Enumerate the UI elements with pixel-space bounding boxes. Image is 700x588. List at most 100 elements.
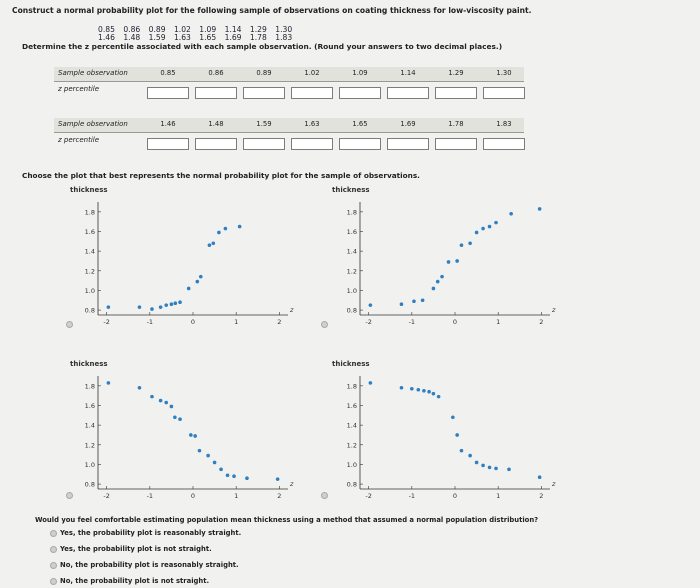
x-tick-label: -1 (147, 492, 153, 500)
data-point (474, 230, 479, 235)
data-point (537, 475, 542, 480)
observation-value: 1.14 (400, 69, 416, 77)
y-tick-label: 1.2 (85, 441, 95, 449)
data-point (106, 381, 111, 385)
x-tick-label: -2 (103, 318, 109, 326)
z-percentile-input[interactable] (243, 87, 285, 99)
x-tick-label: -2 (103, 492, 109, 500)
data-point (481, 226, 485, 231)
y-tick-label: 1.0 (85, 461, 95, 469)
data-point (164, 400, 169, 405)
y-tick-label: 1.2 (347, 441, 357, 449)
y-tick-label: 1.8 (347, 208, 357, 216)
y-tick-label: 0.8 (85, 481, 95, 489)
z-percentile-input[interactable] (435, 87, 477, 99)
follow-up-question: Would you feel comfortable estimating po… (35, 516, 539, 524)
data-point (412, 299, 416, 304)
x-tick-label: 0 (453, 492, 457, 500)
x-tick-label: 1 (234, 492, 238, 500)
option-3-label: No, the probability plot is reasonably s… (60, 561, 239, 569)
data-point (494, 466, 498, 471)
y-tick-label: 1.0 (85, 287, 95, 295)
y-tick-label: 1.2 (347, 267, 357, 275)
x-tick-label: 2 (539, 492, 543, 500)
plot-c-radio[interactable] (66, 492, 73, 499)
plot-b-radio[interactable] (321, 321, 328, 328)
option-3-radio[interactable] (50, 562, 57, 569)
data-point (368, 303, 373, 307)
z-percentile-input[interactable] (291, 138, 333, 150)
x-axis-label: z (551, 306, 556, 314)
x-axis-label: z (551, 480, 556, 488)
data-point (245, 476, 249, 480)
x-tick-label: -1 (409, 318, 415, 326)
z-percentile-input[interactable] (387, 87, 429, 99)
x-tick-label: -1 (409, 492, 415, 500)
table-2-header-row: Sample observation 1.46 1.48 1.59 1.63 1.65 1… (54, 118, 524, 133)
data-point (212, 460, 217, 465)
plot-d-radio[interactable] (321, 492, 328, 499)
data-point (459, 243, 464, 248)
y-tick-label: 1.6 (85, 228, 95, 236)
data-point (219, 467, 223, 472)
data-point (487, 224, 492, 229)
y-tick-label: 1.4 (85, 422, 95, 430)
y-axis-label: thickness (70, 186, 108, 194)
z-percentile-input[interactable] (483, 87, 525, 99)
z-percentile-input[interactable] (291, 87, 333, 99)
data-point (193, 434, 197, 438)
question-text: Construct a normal probability plot for … (12, 6, 532, 15)
observation-value: 1.69 (400, 120, 416, 128)
z-percentile-input[interactable] (147, 87, 189, 99)
data-point (150, 307, 154, 311)
x-axis-label: z (289, 480, 294, 488)
x-tick-label: 0 (191, 492, 195, 500)
sample-observation-label: Sample observation (58, 120, 128, 128)
x-tick-label: 1 (496, 492, 500, 500)
data-point (189, 433, 193, 437)
z-percentile-input[interactable] (339, 138, 381, 150)
z-percentile-input[interactable] (387, 138, 429, 150)
data-point (186, 286, 191, 291)
data-point (451, 415, 455, 420)
z-percentile-input[interactable] (483, 138, 525, 150)
data-point (435, 279, 440, 284)
option-4-radio[interactable] (50, 578, 57, 585)
z-percentile-input[interactable] (243, 138, 285, 150)
option-2-radio[interactable] (50, 546, 57, 553)
data-point (106, 305, 111, 309)
option-1-radio[interactable] (50, 530, 57, 537)
observation-value: 1.09 (352, 69, 368, 77)
scatter-plot: thickness z 1.8 1.6 1.4 1.2 1.0 0.8 -2 -1 0 1 2 (70, 360, 294, 500)
x-tick-label: 2 (539, 318, 543, 326)
data-point (420, 298, 425, 303)
z-percentile-input[interactable] (339, 87, 381, 99)
observation-value: 0.86 (208, 69, 224, 77)
y-tick-label: 1.6 (85, 402, 95, 410)
observation-value: 1.65 (352, 120, 368, 128)
x-tick-label: 1 (234, 318, 238, 326)
data-point (436, 394, 441, 399)
data-point (169, 302, 174, 306)
observation-value: 1.63 (304, 120, 320, 128)
z-percentile-input[interactable] (195, 138, 237, 150)
z-percentile-input[interactable] (147, 138, 189, 150)
y-axis-label: thickness (332, 360, 370, 368)
plot-a-radio[interactable] (66, 321, 73, 328)
data-point (459, 448, 464, 453)
data-point (440, 274, 444, 279)
data-point (206, 453, 210, 458)
z-percentile-label: z percentile (58, 136, 100, 144)
observations-row-1: 0.85 0.86 0.89 1.02 1.09 1.14 1.29 1.30 (98, 25, 293, 34)
z-percentile-input[interactable] (195, 87, 237, 99)
observation-value: 0.85 (160, 69, 176, 77)
data-point (158, 305, 163, 309)
x-tick-label: 2 (277, 492, 281, 500)
y-axis-label: thickness (332, 186, 370, 194)
data-point (455, 259, 459, 263)
y-tick-label: 0.8 (347, 307, 357, 315)
y-tick-label: 1.8 (347, 382, 357, 390)
data-point (446, 260, 451, 264)
option-4-label: No, the probability plot is not straight… (60, 577, 210, 585)
z-percentile-input[interactable] (435, 138, 477, 150)
